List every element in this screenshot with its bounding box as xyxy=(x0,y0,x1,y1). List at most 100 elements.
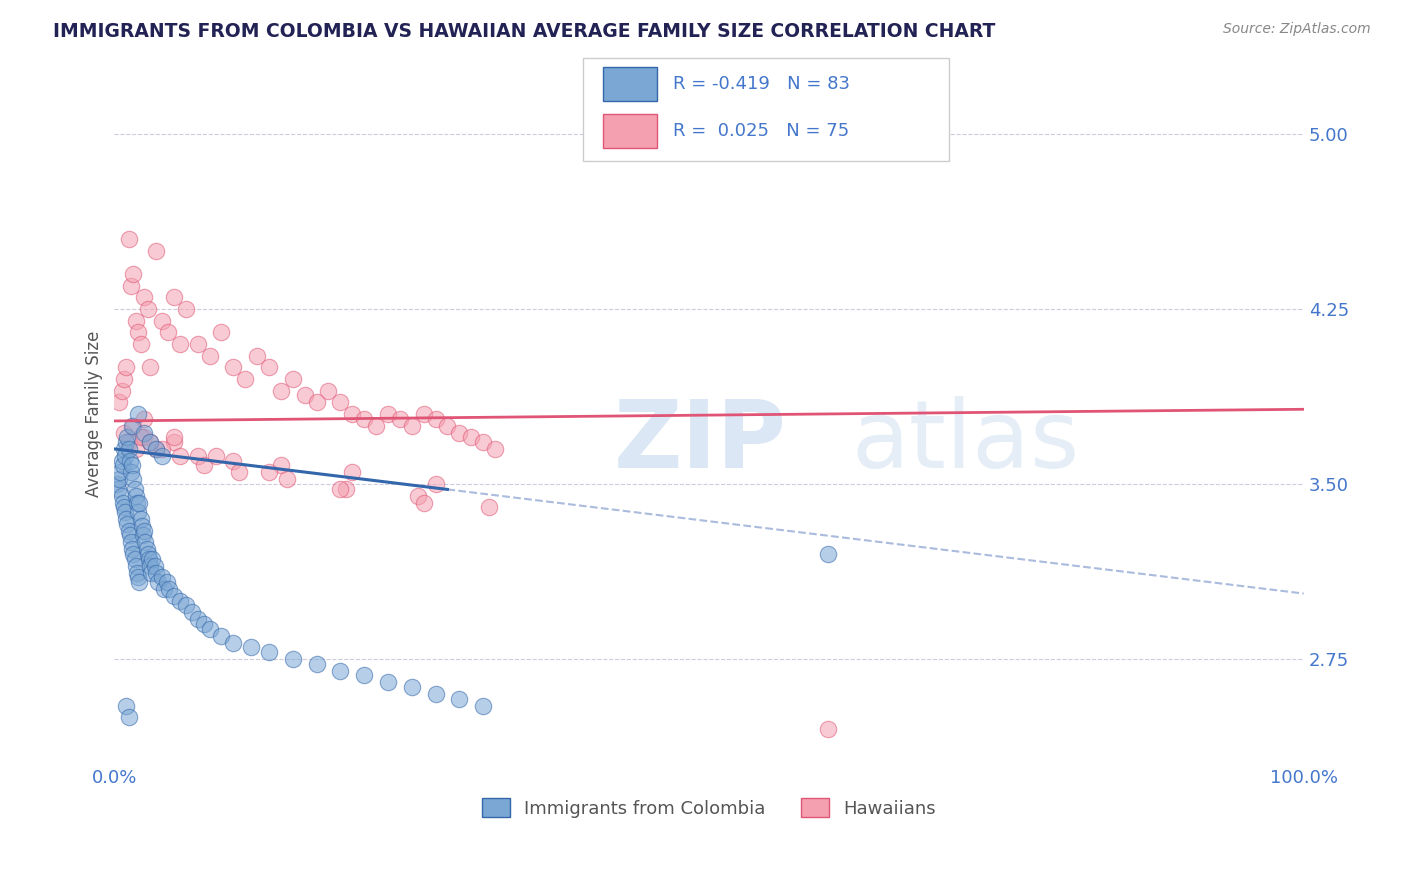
Point xyxy=(257,465,280,479)
Point xyxy=(342,465,364,479)
Point xyxy=(412,495,434,509)
Point xyxy=(436,418,458,433)
Point xyxy=(169,449,191,463)
Point xyxy=(257,360,280,375)
Point xyxy=(132,528,155,542)
Point xyxy=(150,449,173,463)
Point xyxy=(156,574,179,589)
Point xyxy=(121,418,143,433)
Point xyxy=(270,384,292,398)
Point xyxy=(174,598,197,612)
Point xyxy=(150,442,173,456)
Point xyxy=(115,360,138,375)
Point xyxy=(163,434,186,449)
Point xyxy=(211,628,233,642)
Point xyxy=(125,495,148,509)
Point xyxy=(364,418,387,433)
Point xyxy=(353,411,375,425)
Point xyxy=(270,458,292,473)
Point xyxy=(112,425,135,440)
Point xyxy=(276,472,298,486)
Point xyxy=(118,710,141,724)
Point xyxy=(169,337,191,351)
Point xyxy=(125,442,148,456)
Point xyxy=(187,449,209,463)
Point xyxy=(204,449,226,463)
Point xyxy=(115,434,138,449)
Point xyxy=(228,465,250,479)
Point xyxy=(120,535,142,549)
Point xyxy=(107,482,129,496)
Point xyxy=(401,680,423,694)
Point xyxy=(174,301,197,316)
Point xyxy=(134,290,156,304)
Point xyxy=(129,430,152,444)
Point xyxy=(233,372,256,386)
Point xyxy=(105,477,128,491)
Point xyxy=(122,267,145,281)
Text: IMMIGRANTS FROM COLOMBIA VS HAWAIIAN AVERAGE FAMILY SIZE CORRELATION CHART: IMMIGRANTS FROM COLOMBIA VS HAWAIIAN AVE… xyxy=(53,22,995,41)
Point xyxy=(153,582,176,596)
Point xyxy=(128,495,150,509)
Point xyxy=(118,528,141,542)
Point xyxy=(111,458,134,473)
Text: Source: ZipAtlas.com: Source: ZipAtlas.com xyxy=(1223,22,1371,37)
Point xyxy=(222,360,245,375)
Point xyxy=(115,512,138,526)
Point xyxy=(108,472,131,486)
Point xyxy=(817,547,839,561)
Point xyxy=(163,589,186,603)
Point xyxy=(138,551,160,566)
Point xyxy=(134,535,156,549)
Point xyxy=(377,675,399,690)
Point xyxy=(127,505,149,519)
Point xyxy=(136,301,159,316)
Point xyxy=(110,453,132,467)
Point xyxy=(121,542,143,557)
Point xyxy=(128,574,150,589)
Point xyxy=(388,411,411,425)
Point xyxy=(342,407,364,421)
Point xyxy=(281,372,304,386)
Point xyxy=(163,430,186,444)
Point xyxy=(139,558,162,573)
Point xyxy=(136,547,159,561)
Point xyxy=(127,407,149,421)
Point xyxy=(117,516,139,531)
Text: R = -0.419   N = 83: R = -0.419 N = 83 xyxy=(673,75,851,93)
Point xyxy=(187,337,209,351)
Point xyxy=(198,349,221,363)
Point xyxy=(353,668,375,682)
Point xyxy=(150,313,173,327)
Point xyxy=(139,360,162,375)
Point xyxy=(134,430,156,444)
Point xyxy=(131,519,153,533)
Point xyxy=(145,244,167,258)
Point xyxy=(145,442,167,456)
Point xyxy=(449,691,471,706)
Point xyxy=(143,558,166,573)
Point xyxy=(425,687,447,701)
Point xyxy=(129,337,152,351)
Point xyxy=(169,593,191,607)
Point xyxy=(139,434,162,449)
Point xyxy=(211,326,233,340)
Point xyxy=(110,384,132,398)
Point xyxy=(329,395,352,409)
Point xyxy=(141,551,163,566)
Point xyxy=(134,524,156,538)
Point xyxy=(335,482,357,496)
Point xyxy=(125,566,148,580)
Point xyxy=(125,489,148,503)
Point xyxy=(150,570,173,584)
Point xyxy=(148,574,170,589)
Point xyxy=(112,500,135,515)
Point xyxy=(134,425,156,440)
Point xyxy=(157,582,180,596)
Point xyxy=(222,635,245,649)
Point xyxy=(329,482,352,496)
Point xyxy=(305,395,328,409)
Point xyxy=(118,453,141,467)
Point xyxy=(163,290,186,304)
Point xyxy=(139,434,162,449)
